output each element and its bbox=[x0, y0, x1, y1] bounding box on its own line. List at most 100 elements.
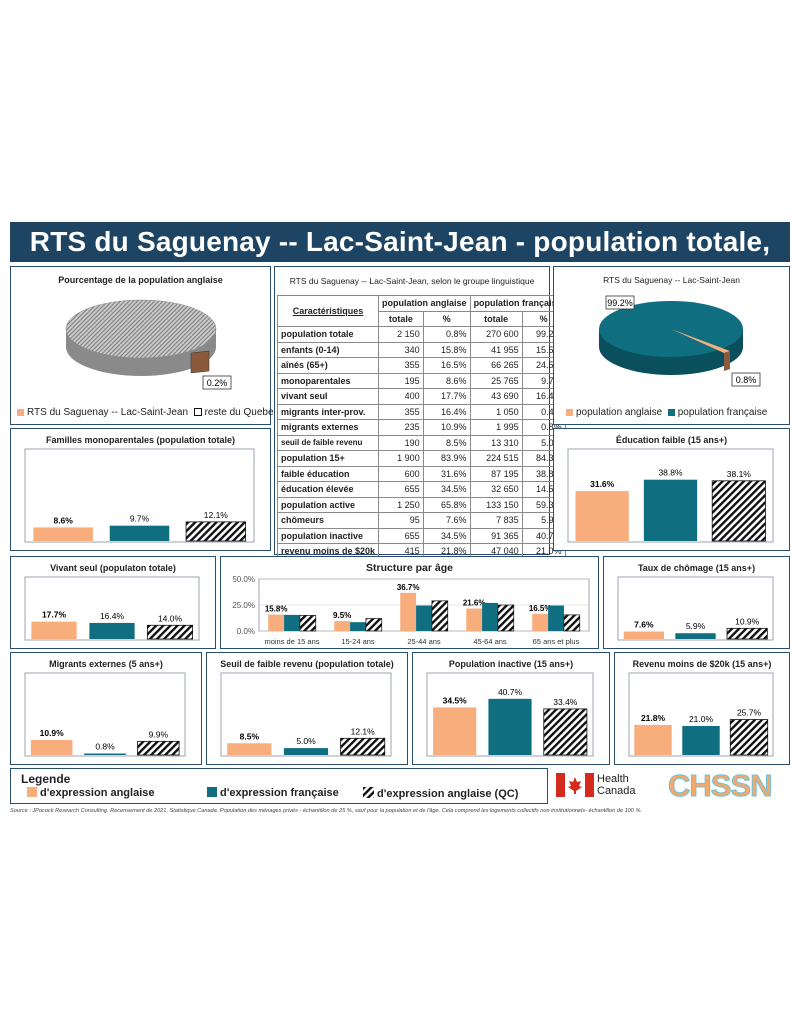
pie-left-slice-rts bbox=[190, 350, 210, 374]
table-cell-label: population inactive bbox=[276, 527, 380, 544]
chomage-label-2: 10.9% bbox=[735, 616, 760, 626]
table-row: éducation élevée 655 34.5% 32 650 14.5% bbox=[276, 481, 566, 498]
table-cell-value: 87 195 bbox=[469, 465, 523, 482]
table-cell-value: 0.8% bbox=[422, 326, 471, 343]
table-sub-pct-ang: % bbox=[422, 310, 471, 327]
inactive-bar-2 bbox=[543, 708, 588, 756]
table-sub-tot-fra: totale bbox=[469, 310, 523, 327]
age-category-label: 15-24 ans bbox=[341, 637, 375, 646]
table-cell-value: 7.6% bbox=[422, 512, 471, 529]
migrants-label-2: 9.9% bbox=[149, 729, 169, 739]
age-bar-3-2 bbox=[497, 604, 515, 632]
table-row: aînés (65+) 355 16.5% 66 265 24.5% bbox=[276, 357, 566, 374]
table-cell-value: 1 900 bbox=[378, 450, 424, 467]
table-cell-value: 16.5% bbox=[422, 357, 471, 374]
pie-left-title: Pourcentage de la population anglaise bbox=[58, 275, 223, 285]
chssn-logo: CHSSN bbox=[668, 768, 774, 804]
migrants-panel: Migrants externes (5 ans+) 10.9% 0.8% 9.9% bbox=[10, 652, 202, 765]
vivant-label-1: 16.4% bbox=[100, 611, 125, 621]
seuil-label-0: 8.5% bbox=[240, 731, 260, 741]
table-cell-value: 1 250 bbox=[378, 496, 424, 513]
table-cell-label: éducation élevée bbox=[276, 481, 380, 498]
legend-swatch-anglaise bbox=[27, 787, 37, 797]
table-cell-value: 355 bbox=[378, 357, 424, 374]
vivant-label-2: 14.0% bbox=[158, 613, 183, 623]
age-title: Structure par âge bbox=[366, 562, 453, 574]
seuil-title: Seuil de faible revenu (population total… bbox=[220, 659, 394, 669]
table-cell-value: 195 bbox=[378, 372, 424, 389]
legend-item-qc: d'expression anglaise (QC) bbox=[363, 787, 518, 800]
table-cell-label: faible éducation bbox=[276, 465, 380, 482]
table-cell-value: 43 690 bbox=[469, 388, 523, 405]
age-ytick-label: 25.0% bbox=[232, 601, 255, 610]
education-chart: 31.6% 38.8% 38.1% bbox=[567, 448, 774, 543]
table-row: migrants inter-prov. 355 16.4% 1 050 0.4% bbox=[276, 403, 566, 420]
age-bar-0-0 bbox=[268, 614, 285, 631]
table-cell-value: 400 bbox=[378, 388, 424, 405]
seuil-bar-1 bbox=[283, 748, 329, 755]
revenu-label-1: 21.0% bbox=[689, 714, 714, 724]
pie-right-panel: RTS du Saguenay -- Lac-Saint-Jean 99.2% … bbox=[553, 266, 790, 425]
age-bar-1-1 bbox=[350, 622, 366, 631]
migrants-title: Migrants externes (5 ans+) bbox=[49, 659, 163, 669]
age-bar-3-1 bbox=[482, 602, 498, 631]
age-category-label: 45-64 ans bbox=[473, 637, 507, 646]
vivant-chart: 17.7% 16.4% 14.0% bbox=[24, 576, 200, 641]
seuil-panel: Seuil de faible revenu (population total… bbox=[206, 652, 408, 765]
seuil-label-1: 5.0% bbox=[296, 736, 316, 746]
revenu-chart: 21.8% 21.0% 25.7% bbox=[628, 672, 774, 757]
pie-right-label-anglaise: 0.8% bbox=[736, 375, 757, 385]
table-row: population 15+ 1 900 83.9% 224 515 84.3% bbox=[276, 450, 566, 467]
table-row: vivant seul 400 17.7% 43 690 16.4% bbox=[276, 388, 566, 405]
canada-flag-icon bbox=[556, 773, 594, 797]
familles-bar-0 bbox=[33, 527, 93, 541]
vivant-panel: Vivant seul (populaton totale) 17.7% 16.4%… bbox=[10, 556, 216, 649]
table-cell-value: 355 bbox=[378, 403, 424, 420]
table-cell-value: 32 650 bbox=[469, 481, 523, 498]
table-cell-value: 34.5% bbox=[422, 481, 471, 498]
legend-swatch-anglaise-pie bbox=[566, 409, 573, 416]
age-bar-4-1 bbox=[548, 605, 564, 631]
legend-item-francaise: d'expression française bbox=[207, 787, 339, 799]
education-label-1: 38.8% bbox=[658, 468, 683, 478]
familles-chart: 8.6% 9.7% 12.1% bbox=[24, 448, 255, 543]
table-cell-value: 31.6% bbox=[422, 465, 471, 482]
migrants-label-0: 10.9% bbox=[40, 728, 65, 738]
table-row: chômeurs 95 7.6% 7 835 5.9% bbox=[276, 512, 566, 529]
table-row: seuil de faible revenu 190 8.5% 13 310 5.0% bbox=[276, 434, 566, 451]
pie-left-panel: Pourcentage de la population anglaise 0.… bbox=[10, 266, 279, 425]
pie-left-legend-reste: reste du Quebec bbox=[204, 407, 279, 418]
vivant-bar-2 bbox=[146, 624, 194, 640]
table-cell-value: 655 bbox=[378, 481, 424, 498]
revenu-label-0: 21.8% bbox=[641, 713, 666, 723]
age-label-2: 36.7% bbox=[397, 583, 420, 592]
legend-swatch-francaise-pie bbox=[667, 409, 675, 416]
migrants-chart: 10.9% 0.8% 9.9% bbox=[24, 672, 186, 757]
pie-right-legend-anglaise: population anglaise bbox=[576, 407, 663, 418]
pie-left-legend-rts: RTS du Saguenay -- Lac-Saint-Jean bbox=[27, 407, 189, 418]
chomage-label-1: 5.9% bbox=[686, 621, 706, 631]
table-title: RTS du Saguenay -- Lac-Saint-Jean, selon… bbox=[289, 276, 535, 286]
table-cell-value: 13 310 bbox=[469, 434, 523, 451]
table-cell-label: migrants inter-prov. bbox=[276, 403, 380, 420]
seuil-label-2: 12.1% bbox=[351, 726, 376, 736]
legend-item-anglaise: d'expression anglaise bbox=[27, 787, 155, 799]
age-category-label: moins de 15 ans bbox=[264, 637, 319, 646]
table-cell-value: 270 600 bbox=[469, 326, 523, 343]
legend-swatch-rts bbox=[17, 409, 24, 416]
vivant-title: Vivant seul (populaton totale) bbox=[50, 563, 176, 573]
table-header-fra: population française bbox=[469, 295, 566, 312]
table-cell-label: vivant seul bbox=[276, 388, 380, 405]
age-bar-2-1 bbox=[416, 605, 432, 631]
source-note: Source : JPocock Research Consulting. Re… bbox=[10, 808, 642, 814]
age-label-1: 9.5% bbox=[333, 611, 351, 620]
table-sub-tot-ang: totale bbox=[378, 310, 424, 327]
migrants-label-1: 0.8% bbox=[95, 742, 115, 752]
pie-right-label-francaise: 99.2% bbox=[607, 298, 633, 308]
vivant-bar-0 bbox=[31, 621, 77, 639]
canada-text: Canada bbox=[597, 785, 636, 797]
revenu-label-2: 25.7% bbox=[737, 708, 762, 718]
table-cell-label: seuil de faible revenu bbox=[276, 434, 380, 451]
revenu-title: Revenu moins de $20k (15 ans+) bbox=[632, 659, 772, 669]
pie-right-legend-francaise: population française bbox=[677, 407, 768, 418]
